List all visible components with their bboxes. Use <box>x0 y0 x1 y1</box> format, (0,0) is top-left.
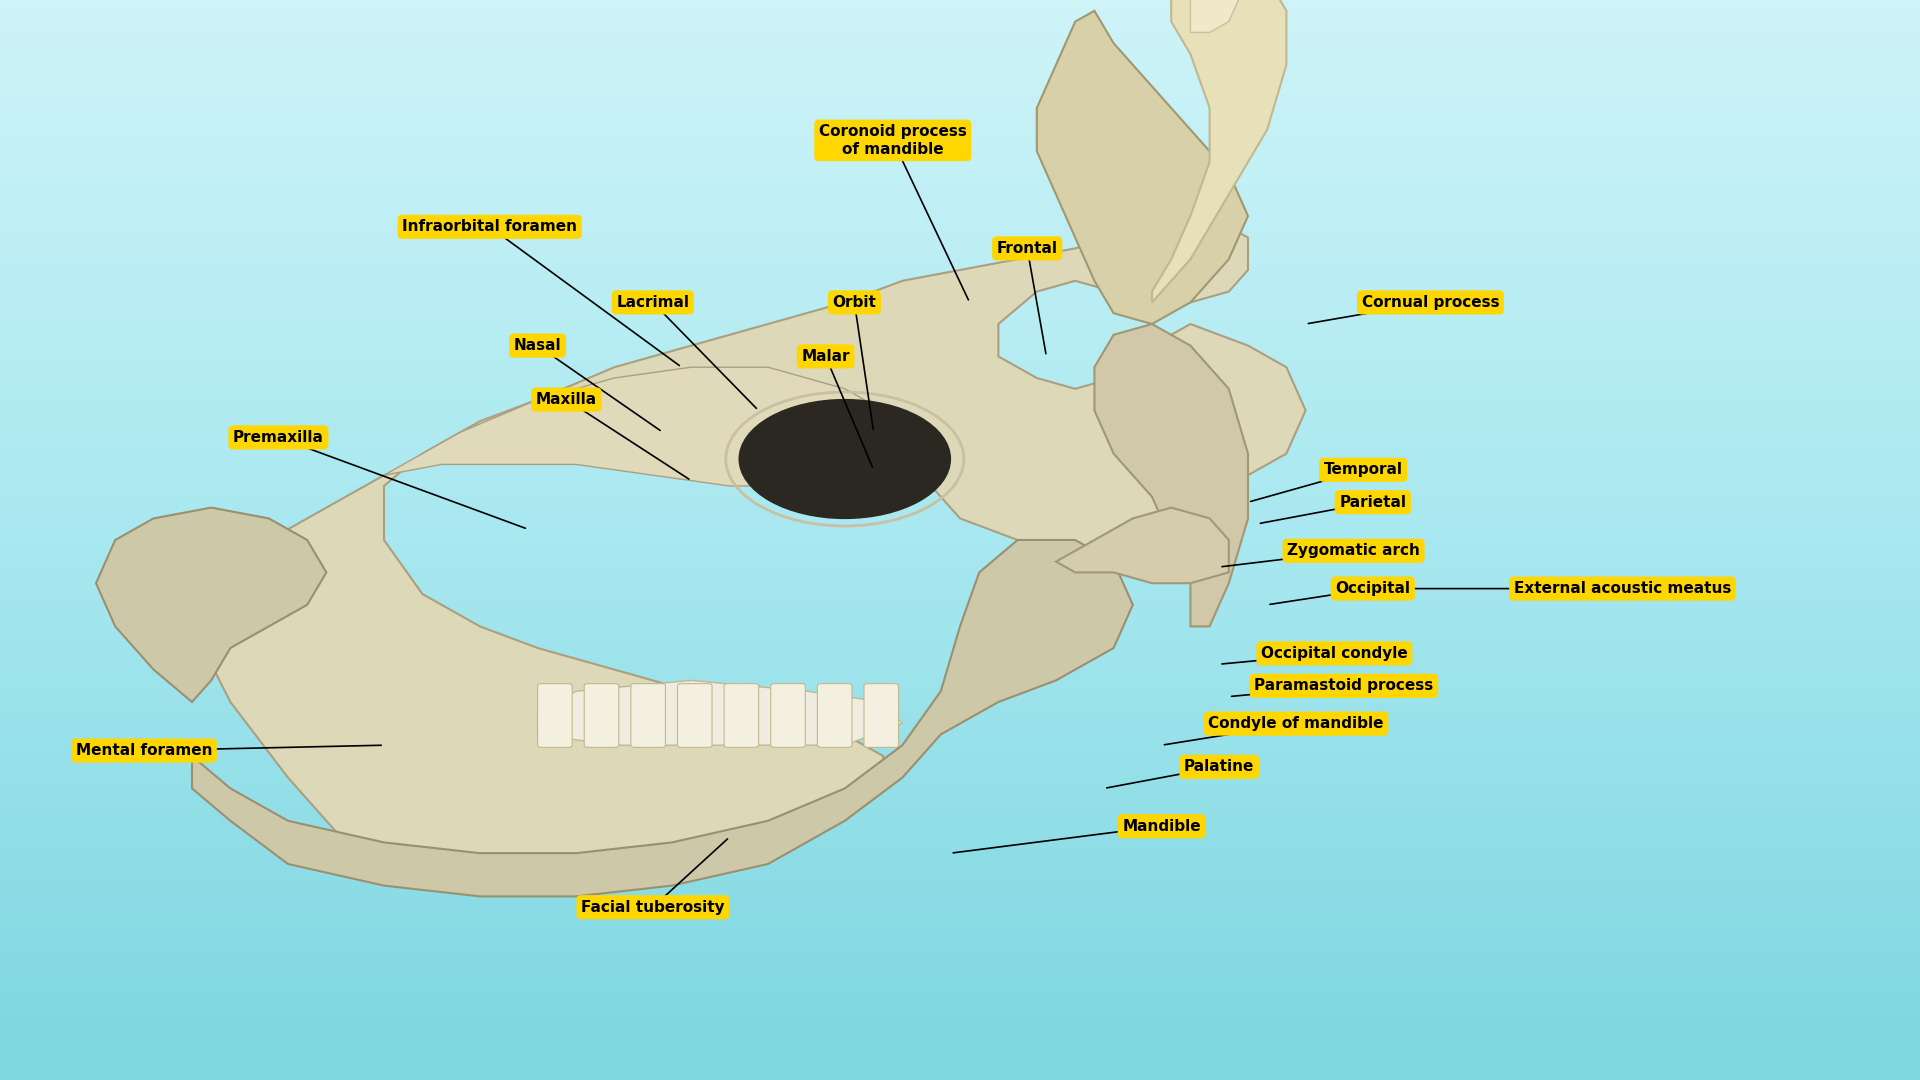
FancyBboxPatch shape <box>770 684 804 747</box>
Polygon shape <box>1037 11 1248 324</box>
FancyBboxPatch shape <box>678 684 712 747</box>
Text: Mandible: Mandible <box>1123 819 1200 834</box>
Polygon shape <box>192 540 1133 896</box>
Text: Facial tuberosity: Facial tuberosity <box>582 900 724 915</box>
FancyBboxPatch shape <box>584 684 618 747</box>
FancyBboxPatch shape <box>538 684 572 747</box>
Text: Coronoid process
of mandible: Coronoid process of mandible <box>818 124 968 157</box>
Polygon shape <box>538 680 902 745</box>
Text: Temporal: Temporal <box>1323 462 1404 477</box>
Polygon shape <box>384 367 922 486</box>
Text: Parietal: Parietal <box>1340 495 1405 510</box>
Text: Orbit: Orbit <box>833 295 876 310</box>
FancyBboxPatch shape <box>632 684 666 747</box>
Polygon shape <box>1152 0 1286 302</box>
Polygon shape <box>1094 324 1248 626</box>
Text: Paramastoid process: Paramastoid process <box>1254 678 1434 693</box>
Circle shape <box>739 400 950 518</box>
Polygon shape <box>1056 508 1229 583</box>
Text: Maxilla: Maxilla <box>536 392 597 407</box>
Text: Frontal: Frontal <box>996 241 1058 256</box>
Text: Occipital: Occipital <box>1334 581 1411 596</box>
Polygon shape <box>1190 0 1267 32</box>
Text: Cornual process: Cornual process <box>1361 295 1500 310</box>
FancyBboxPatch shape <box>864 684 899 747</box>
FancyBboxPatch shape <box>724 684 758 747</box>
Polygon shape <box>96 508 326 702</box>
Text: External acoustic meatus: External acoustic meatus <box>1513 581 1732 596</box>
Text: Occipital condyle: Occipital condyle <box>1261 646 1407 661</box>
Text: Nasal: Nasal <box>515 338 561 353</box>
Text: Premaxilla: Premaxilla <box>232 430 324 445</box>
Text: Condyle of mandible: Condyle of mandible <box>1208 716 1384 731</box>
FancyBboxPatch shape <box>818 684 852 747</box>
Text: Lacrimal: Lacrimal <box>616 295 689 310</box>
Text: Malar: Malar <box>801 349 851 364</box>
Text: Mental foramen: Mental foramen <box>75 743 213 758</box>
Polygon shape <box>192 216 1306 853</box>
Text: Infraorbital foramen: Infraorbital foramen <box>401 219 578 234</box>
Text: Zygomatic arch: Zygomatic arch <box>1286 543 1421 558</box>
Text: Palatine: Palatine <box>1185 759 1254 774</box>
